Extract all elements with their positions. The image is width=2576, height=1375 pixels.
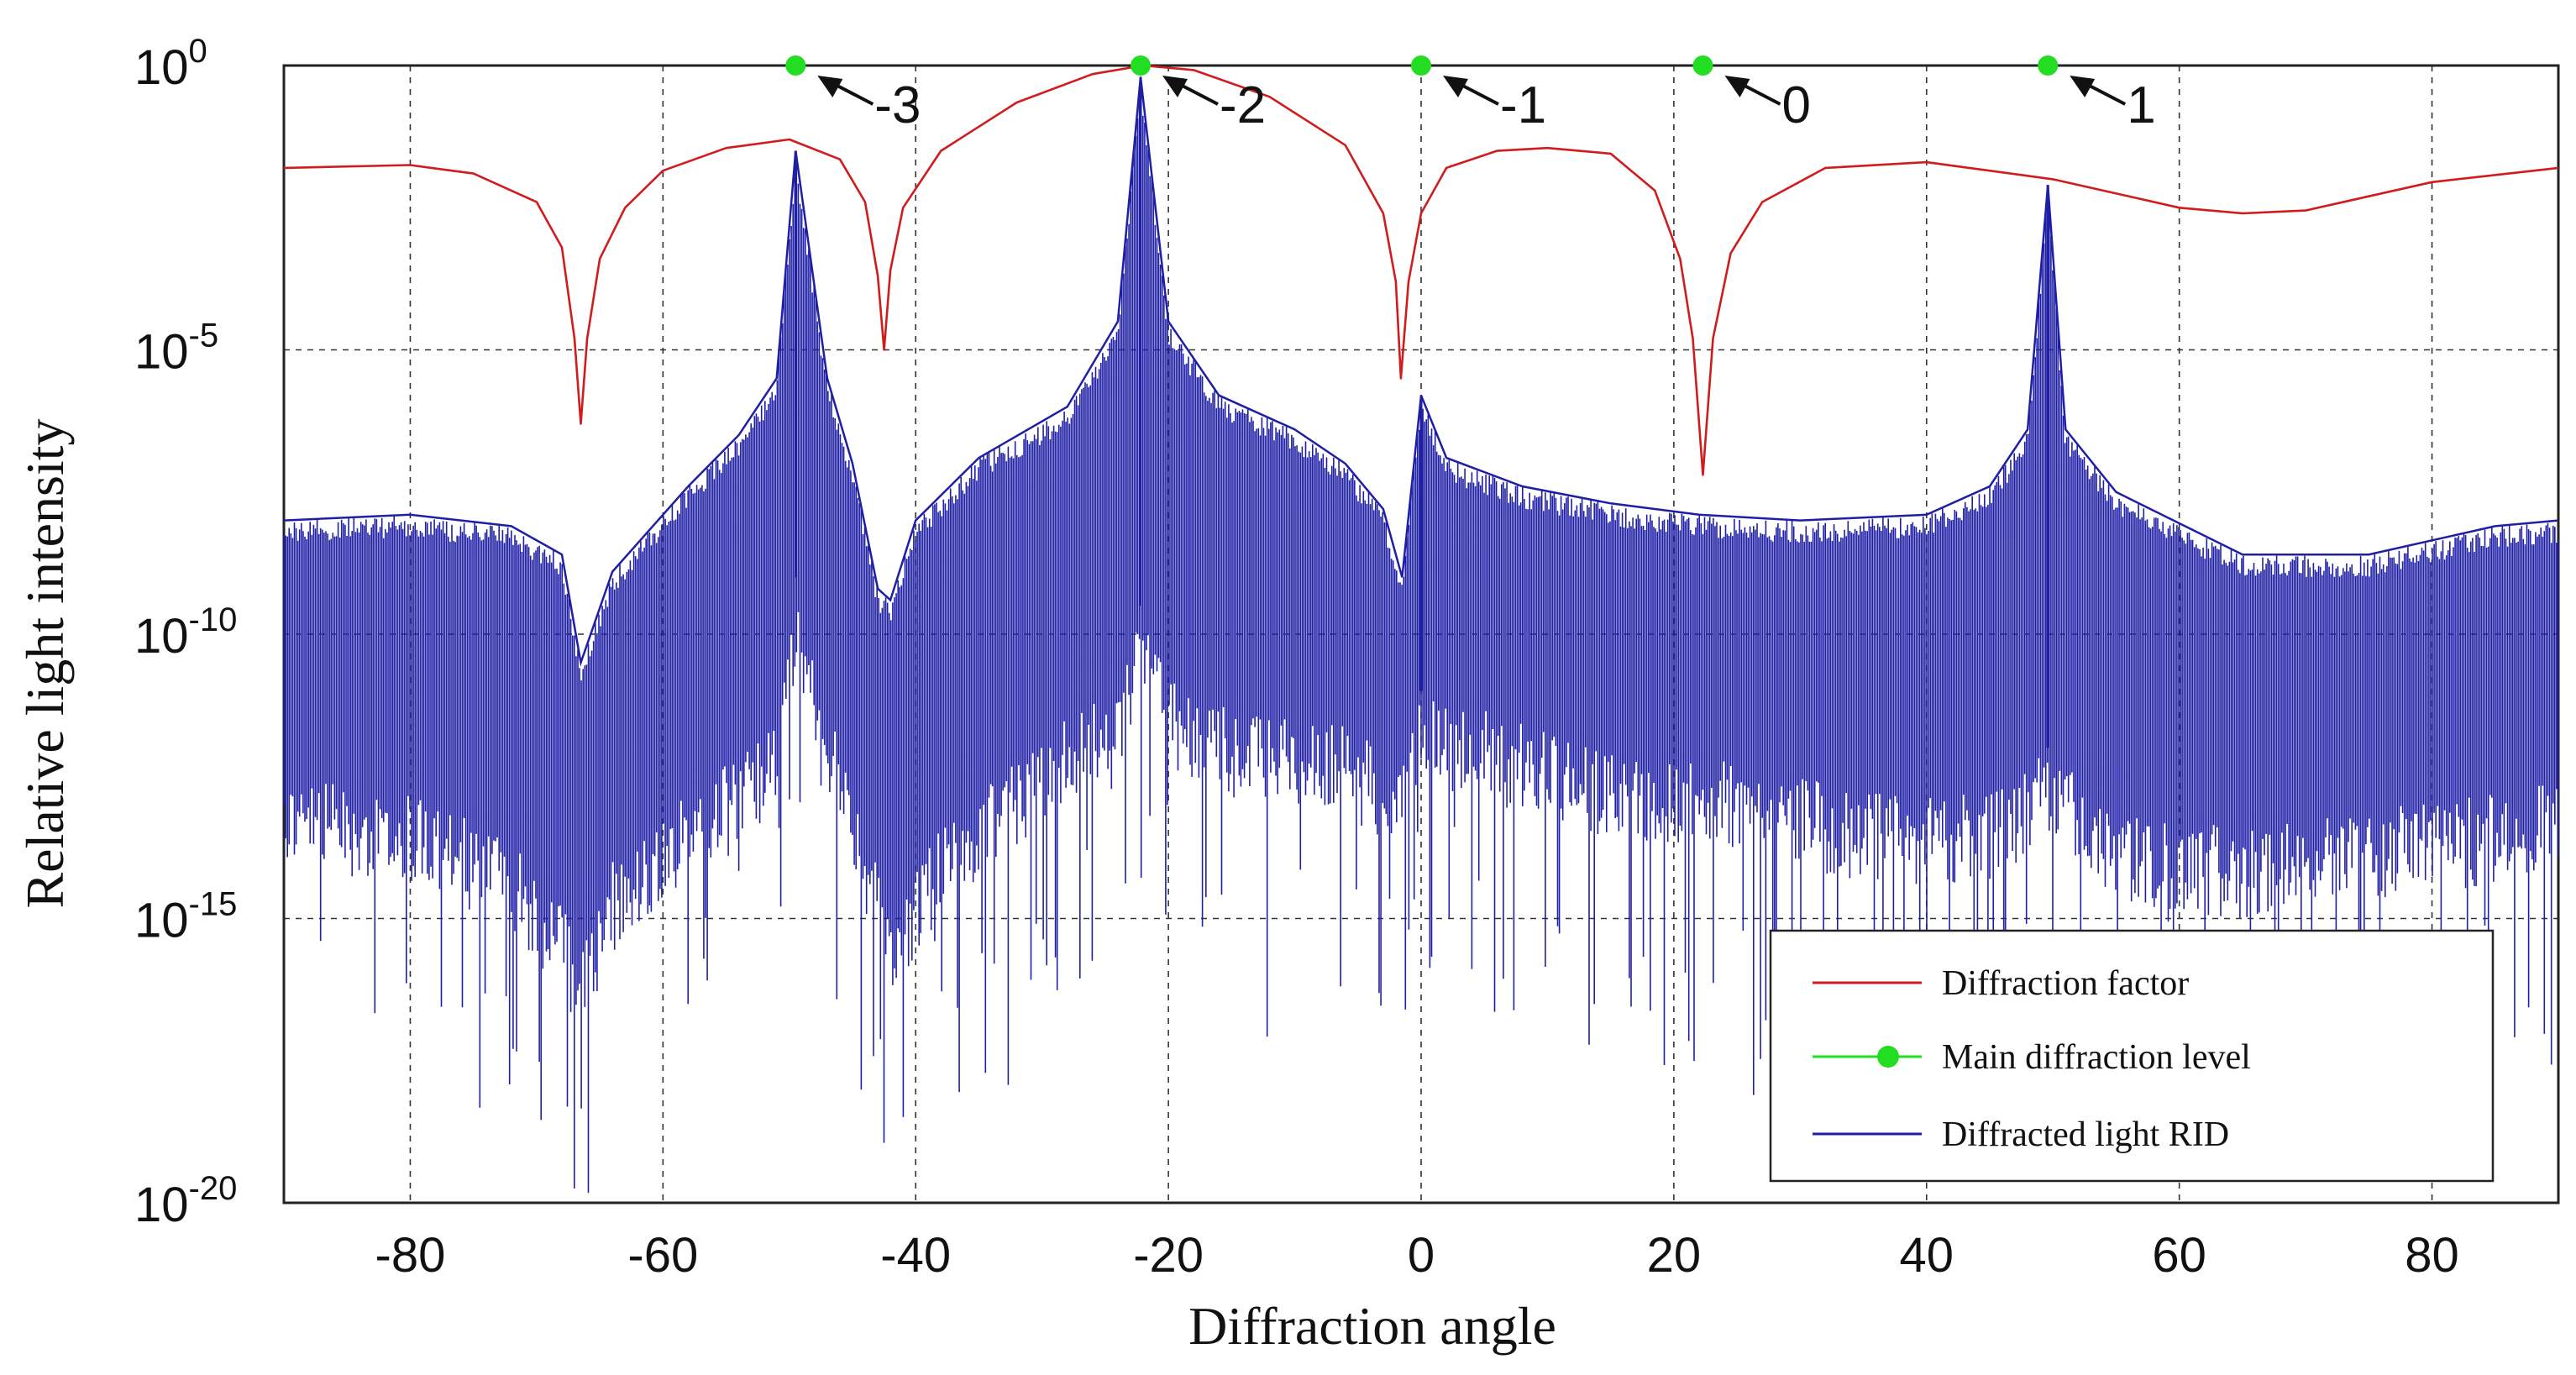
y-tick-label: 10-5 <box>134 318 218 380</box>
annotation-arrowhead <box>1724 76 1750 97</box>
order-label: -3 <box>874 76 921 134</box>
order-label: -2 <box>1220 76 1266 134</box>
plot-area <box>282 55 2560 1204</box>
x-tick-label: 60 <box>2152 1228 2206 1283</box>
series-diffraction-factor <box>283 64 2559 476</box>
x-axis-label: Diffraction angle <box>1188 1296 1556 1356</box>
rid-envelope <box>283 76 2559 667</box>
order-annotations: -3 -2 -1 0 1 <box>817 76 2156 134</box>
main-diffraction-level-point <box>1411 55 1431 76</box>
legend-label-diffracted-light-rid: Diffracted light RID <box>1942 1115 2229 1154</box>
x-tick-label: -20 <box>1133 1228 1204 1283</box>
annotation-arrowhead <box>817 76 843 97</box>
series-main-diffraction-level <box>785 55 2059 76</box>
diffraction-factor-curve <box>283 64 2559 476</box>
main-diffraction-level-point <box>785 55 806 76</box>
legend-label-diffraction-factor: Diffraction factor <box>1942 964 2189 1003</box>
annotation-arrowhead <box>2070 76 2096 97</box>
legend-label-main-diffraction-level: Main diffraction level <box>1942 1038 2251 1077</box>
x-tick-label: 80 <box>2405 1228 2459 1283</box>
order-label: 0 <box>1781 76 1810 134</box>
x-tick-label: -80 <box>375 1228 446 1283</box>
x-tick-label: -40 <box>880 1228 951 1283</box>
order-label: 1 <box>2127 76 2155 134</box>
legend: Diffraction factor Main diffraction leve… <box>1769 929 2495 1183</box>
y-tick-label: 10-15 <box>134 886 237 948</box>
legend-marker-main-diffraction-level <box>1877 1046 1899 1068</box>
x-tick-label: -60 <box>627 1228 698 1283</box>
order-label: -1 <box>1500 76 1546 134</box>
x-tick-label: 40 <box>1900 1228 1954 1283</box>
y-tick-label: 10-10 <box>134 601 237 664</box>
x-tick-label: 0 <box>1408 1228 1435 1283</box>
y-axis-label: Relative light intensity <box>15 418 75 908</box>
main-diffraction-level-point <box>1692 55 1713 76</box>
rid-oscillation <box>283 92 2559 1194</box>
main-diffraction-level-point <box>2038 55 2059 76</box>
series-diffracted-light-rid <box>283 76 2559 1194</box>
y-axis-ticks: 100 10-5 10-10 10-15 10-20 <box>134 33 237 1232</box>
x-axis-ticks: -80 -60 -40 -20 0 20 40 60 80 <box>375 1228 2459 1283</box>
x-tick-label: 20 <box>1647 1228 1702 1283</box>
annotation-arrowhead <box>1162 76 1188 97</box>
annotation-arrowhead <box>1443 76 1468 97</box>
y-tick-label: 10-20 <box>134 1170 237 1232</box>
y-tick-label: 100 <box>134 33 207 95</box>
main-diffraction-level-point <box>1131 55 1152 76</box>
